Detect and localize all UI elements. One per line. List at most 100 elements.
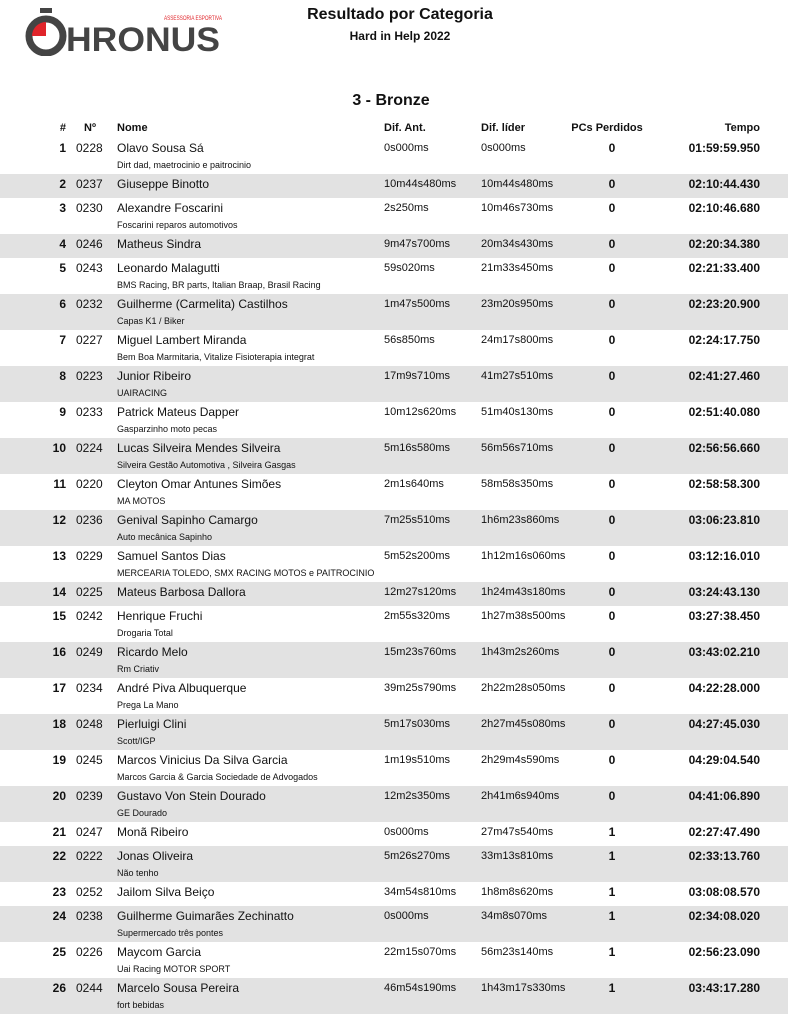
bib-number: 0238 [76, 909, 103, 923]
tempo: 02:56:56.660 [688, 441, 760, 455]
dif-lider: 33m13s810ms [481, 850, 554, 862]
tempo: 02:58:58.300 [688, 477, 760, 491]
tempo: 02:21:33.400 [688, 261, 760, 275]
table-row: 2 0237 Giuseppe Binotto 10m44s480ms 10m44s48… [0, 174, 788, 198]
table-row: 21 0247 Monã Ribeiro 0s000ms 27m47s540ms 1 02:… [0, 822, 788, 846]
table-row: 15 0242 Henrique Fruchi 2m55s320ms 1h27m38s5… [0, 606, 788, 642]
category-title: 3 - Bronze [352, 92, 430, 109]
table-row: 17 0234 André Piva Albuquerque 39m25s790ms 2… [0, 678, 788, 714]
team-name: Prega La Mano [117, 700, 179, 710]
svg-text:HRONUS: HRONUS [66, 21, 220, 56]
position: 3 [59, 201, 66, 215]
dif-ant: 1m19s510ms [384, 754, 451, 766]
table-row: 18 0248 Pierluigi Clini 5m17s030ms 2h27m45s0… [0, 714, 788, 750]
position: 5 [59, 261, 66, 275]
dif-ant: 7m25s510ms [384, 514, 451, 526]
position: 25 [52, 945, 66, 959]
team-name: Supermercado três pontes [117, 928, 224, 938]
pcs-perdidos: 0 [608, 789, 616, 803]
bib-number: 0233 [76, 405, 103, 419]
table-row: 19 0245 Marcos Vinicius Da Silva Garcia 1m1… [0, 750, 788, 786]
position: 11 [53, 477, 66, 491]
competitor-name: Guilherme (Carmelita) Castilhos [117, 297, 288, 311]
tempo: 02:33:13.760 [688, 849, 760, 863]
dif-ant: 22m15s070ms [384, 946, 457, 958]
dif-ant: 2m1s640ms [384, 478, 444, 490]
report-title: Resultado por Categoria [307, 6, 493, 23]
position: 18 [52, 717, 66, 731]
competitor-name: Jonas Oliveira [117, 849, 194, 863]
competitor-name: Pierluigi Clini [117, 717, 187, 731]
dif-ant: 34m54s810ms [384, 886, 457, 898]
team-name: Não tenho [117, 868, 159, 878]
dif-lider: 1h8m8s620ms [481, 886, 554, 898]
tempo: 03:43:17.280 [688, 981, 760, 995]
dif-lider: 10m46s730ms [481, 202, 554, 214]
table-row: 23 0252 Jailom Silva Beiço 34m54s810ms 1h8m8… [0, 882, 788, 906]
dif-ant: 10m44s480ms [384, 178, 457, 190]
dif-ant: 5m16s580ms [384, 442, 451, 454]
pcs-perdidos: 0 [608, 333, 616, 347]
tempo: 03:27:38.450 [688, 609, 760, 623]
bib-number: 0249 [76, 645, 103, 659]
competitor-name: Guilherme Guimarães Zechinatto [117, 909, 294, 923]
pcs-perdidos: 1 [608, 849, 616, 863]
position: 26 [52, 981, 66, 995]
pcs-perdidos: 1 [608, 825, 616, 839]
position: 17 [52, 681, 66, 695]
table-row: 24 0238 Guilherme Guimarães Zechinatto 0s00… [0, 906, 788, 942]
pcs-perdidos: 0 [608, 141, 616, 155]
table-row: 26 0244 Marcelo Sousa Pereira 46m54s190ms 1h… [0, 978, 788, 1014]
dif-lider: 2h29m4s590ms [481, 754, 560, 766]
team-name: Bem Boa Marmitaria, Vitalize Fisioterapi… [117, 352, 315, 362]
pcs-perdidos: 0 [608, 609, 616, 623]
dif-ant: 1m47s500ms [384, 298, 451, 310]
team-name: Scott/IGP [117, 736, 156, 746]
position: 24 [52, 909, 66, 923]
competitor-name: Henrique Fruchi [117, 609, 203, 623]
dif-ant: 2s250ms [384, 202, 429, 214]
dif-ant: 39m25s790ms [384, 682, 457, 694]
dif-lider: 34m8s070ms [481, 910, 548, 922]
pcs-perdidos: 0 [608, 441, 616, 455]
position: 2 [59, 177, 66, 191]
table-row: 12 0236 Genival Sapinho Camargo 7m25s510ms 1… [0, 510, 788, 546]
dif-ant: 2m55s320ms [384, 610, 451, 622]
bib-number: 0239 [76, 789, 103, 803]
dif-ant: 15m23s760ms [384, 646, 457, 658]
col-dif-lider: Dif. líder [481, 122, 526, 134]
dif-lider: 1h12m16s060ms [481, 550, 566, 562]
bib-number: 0229 [76, 549, 103, 563]
dif-ant: 0s000ms [384, 142, 429, 154]
tempo: 04:27:45.030 [688, 717, 760, 731]
table-row: 14 0225 Mateus Barbosa Dallora 12m27s120ms 1… [0, 582, 788, 606]
position: 10 [52, 441, 66, 455]
dif-lider: 21m33s450ms [481, 262, 554, 274]
table-row: 3 0230 Alexandre Foscarini 2s250ms 10m46s730… [0, 198, 788, 234]
team-name: fort bebidas [117, 1000, 165, 1010]
competitor-name: Mateus Barbosa Dallora [117, 585, 246, 599]
dif-lider: 51m40s130ms [481, 406, 554, 418]
dif-lider: 1h6m23s860ms [481, 514, 560, 526]
pcs-perdidos: 0 [608, 681, 616, 695]
team-name: Marcos Garcia & Garcia Sociedade de Advo… [117, 772, 318, 782]
position: 4 [59, 237, 66, 251]
col-pos: # [59, 122, 66, 134]
chronus-logo: HRONUS ASSESSORIA ESPORTIVA [25, 8, 222, 56]
dif-lider: 2h41m6s940ms [481, 790, 560, 802]
dif-ant: 5m26s270ms [384, 850, 451, 862]
tempo: 03:24:43.130 [688, 585, 760, 599]
tempo: 02:20:34.380 [688, 237, 760, 251]
bib-number: 0245 [76, 753, 103, 767]
bib-number: 0234 [76, 681, 103, 695]
table-row: 16 0249 Ricardo Melo 15m23s760ms 1h43m2s260m… [0, 642, 788, 678]
table-row: 13 0229 Samuel Santos Dias 5m52s200ms 1h12m1… [0, 546, 788, 582]
bib-number: 0237 [76, 177, 103, 191]
team-name: MERCEARIA TOLEDO, SMX RACING MOTOS e PAI… [117, 568, 375, 578]
table-row: 6 0232 Guilherme (Carmelita) Castilhos 1m47… [0, 294, 788, 330]
position: 1 [59, 141, 66, 155]
position: 16 [52, 645, 66, 659]
col-tempo: Tempo [724, 122, 760, 134]
dif-lider: 1h24m43s180ms [481, 586, 566, 598]
tempo: 03:43:02.210 [688, 645, 760, 659]
